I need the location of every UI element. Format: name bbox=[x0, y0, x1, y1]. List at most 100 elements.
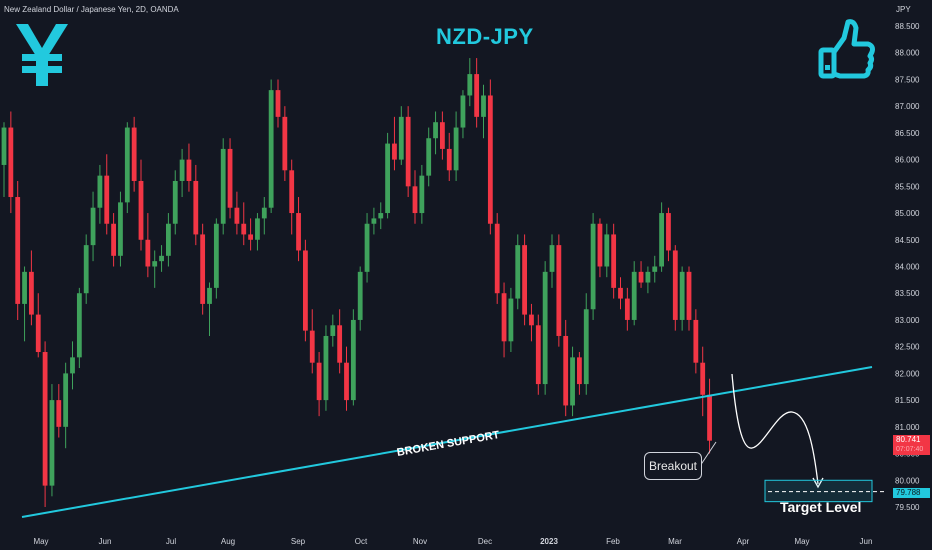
candle-up bbox=[350, 309, 356, 406]
candle-body bbox=[323, 335, 329, 401]
candle-up bbox=[460, 90, 466, 139]
candle-up bbox=[1, 122, 7, 198]
candle-body bbox=[29, 271, 34, 315]
candle-body bbox=[97, 175, 103, 208]
candle-body bbox=[570, 357, 575, 406]
candle-body bbox=[535, 325, 541, 385]
candle-down bbox=[145, 213, 151, 278]
price-tick-label: 80.000 bbox=[895, 476, 920, 485]
candle-body bbox=[152, 261, 158, 267]
candle-body bbox=[344, 362, 349, 401]
candle-down bbox=[693, 309, 699, 374]
candle-up bbox=[118, 191, 123, 267]
candle-body bbox=[460, 95, 466, 128]
time-axis[interactable]: May Jun Jul Aug Sep Oct Nov Dec 2023 Feb Mar Apr May… bbox=[33, 537, 872, 546]
price-unit-label: JPY bbox=[896, 5, 911, 14]
candle-down bbox=[248, 218, 253, 251]
candle-body bbox=[118, 202, 123, 256]
candle-body bbox=[268, 90, 274, 208]
candle-up bbox=[207, 282, 212, 336]
overlay-layer bbox=[21, 366, 886, 518]
candle-body bbox=[261, 207, 267, 219]
candle-down bbox=[8, 111, 14, 214]
candle-body bbox=[700, 362, 706, 395]
candle-up bbox=[570, 346, 575, 417]
candle-body bbox=[659, 213, 664, 267]
candle-body bbox=[15, 197, 21, 304]
price-tick-label: 81.500 bbox=[895, 396, 920, 405]
candle-down bbox=[412, 170, 418, 224]
candle-down bbox=[440, 111, 445, 160]
candle-body bbox=[577, 357, 582, 385]
candle-body bbox=[234, 207, 240, 224]
time-tick-label: Jul bbox=[166, 537, 176, 546]
candle-body bbox=[501, 293, 507, 342]
time-tick-label: May bbox=[33, 537, 48, 546]
target-level-label: Target Level bbox=[780, 499, 862, 515]
candle-body bbox=[248, 234, 253, 240]
candle-body bbox=[494, 223, 500, 294]
candle-body bbox=[590, 223, 596, 310]
candle-body bbox=[76, 293, 82, 358]
candle-down bbox=[303, 239, 308, 342]
candle-body bbox=[220, 148, 226, 224]
candle-body bbox=[672, 250, 678, 320]
yen-icon bbox=[16, 24, 68, 86]
candle-body bbox=[446, 148, 452, 171]
candle-body bbox=[8, 127, 14, 198]
candle-up bbox=[385, 132, 390, 219]
candle-body bbox=[611, 234, 617, 288]
candle-up bbox=[330, 314, 336, 347]
price-tick-label: 83.500 bbox=[895, 289, 920, 298]
candle-body bbox=[385, 143, 390, 214]
candle-body bbox=[22, 271, 27, 304]
candle-up bbox=[166, 213, 171, 267]
candle-body bbox=[467, 74, 473, 96]
candle-body bbox=[645, 271, 651, 283]
candle-down bbox=[666, 207, 671, 262]
candle-up bbox=[481, 84, 486, 139]
candle-body bbox=[652, 266, 658, 272]
candle-body bbox=[686, 271, 692, 320]
time-tick-label: Jun bbox=[860, 537, 873, 546]
candle-body bbox=[70, 357, 75, 374]
candle-body bbox=[289, 170, 295, 214]
countdown-value: 07:07:40 bbox=[896, 446, 924, 453]
candle-up bbox=[124, 122, 130, 214]
candle-down bbox=[56, 384, 62, 438]
candle-down bbox=[501, 282, 507, 358]
candle-down bbox=[337, 309, 343, 374]
candle-up bbox=[97, 164, 103, 224]
candle-body bbox=[405, 116, 411, 187]
candle-down bbox=[638, 261, 644, 288]
candle-up bbox=[83, 234, 89, 304]
candle-down bbox=[344, 346, 349, 411]
candle-body bbox=[378, 213, 384, 219]
price-tick-label: 85.500 bbox=[895, 182, 920, 191]
current-price-value: 80.741 bbox=[896, 435, 921, 444]
candle-body bbox=[542, 271, 548, 385]
candle-down bbox=[487, 79, 493, 235]
candle-body bbox=[638, 271, 644, 283]
candle-down bbox=[522, 234, 527, 326]
time-tick-label: Nov bbox=[413, 537, 427, 546]
candle-up bbox=[172, 170, 178, 235]
candle-down bbox=[392, 116, 397, 171]
candle-up bbox=[419, 164, 425, 224]
candle-down bbox=[686, 266, 692, 331]
candle-body bbox=[433, 122, 438, 139]
candle-down bbox=[309, 309, 315, 374]
candle-up bbox=[70, 341, 75, 390]
thumbs-up-icon bbox=[818, 19, 875, 79]
candle-body bbox=[49, 400, 55, 486]
candle-body bbox=[63, 373, 69, 427]
candle-up bbox=[49, 384, 55, 497]
time-tick-label: Aug bbox=[221, 537, 235, 546]
candle-body bbox=[330, 325, 336, 336]
candle-body bbox=[515, 245, 521, 299]
candle-body bbox=[145, 239, 151, 267]
candle-up bbox=[659, 202, 664, 272]
candle-body bbox=[104, 175, 110, 224]
candle-down bbox=[529, 303, 534, 342]
